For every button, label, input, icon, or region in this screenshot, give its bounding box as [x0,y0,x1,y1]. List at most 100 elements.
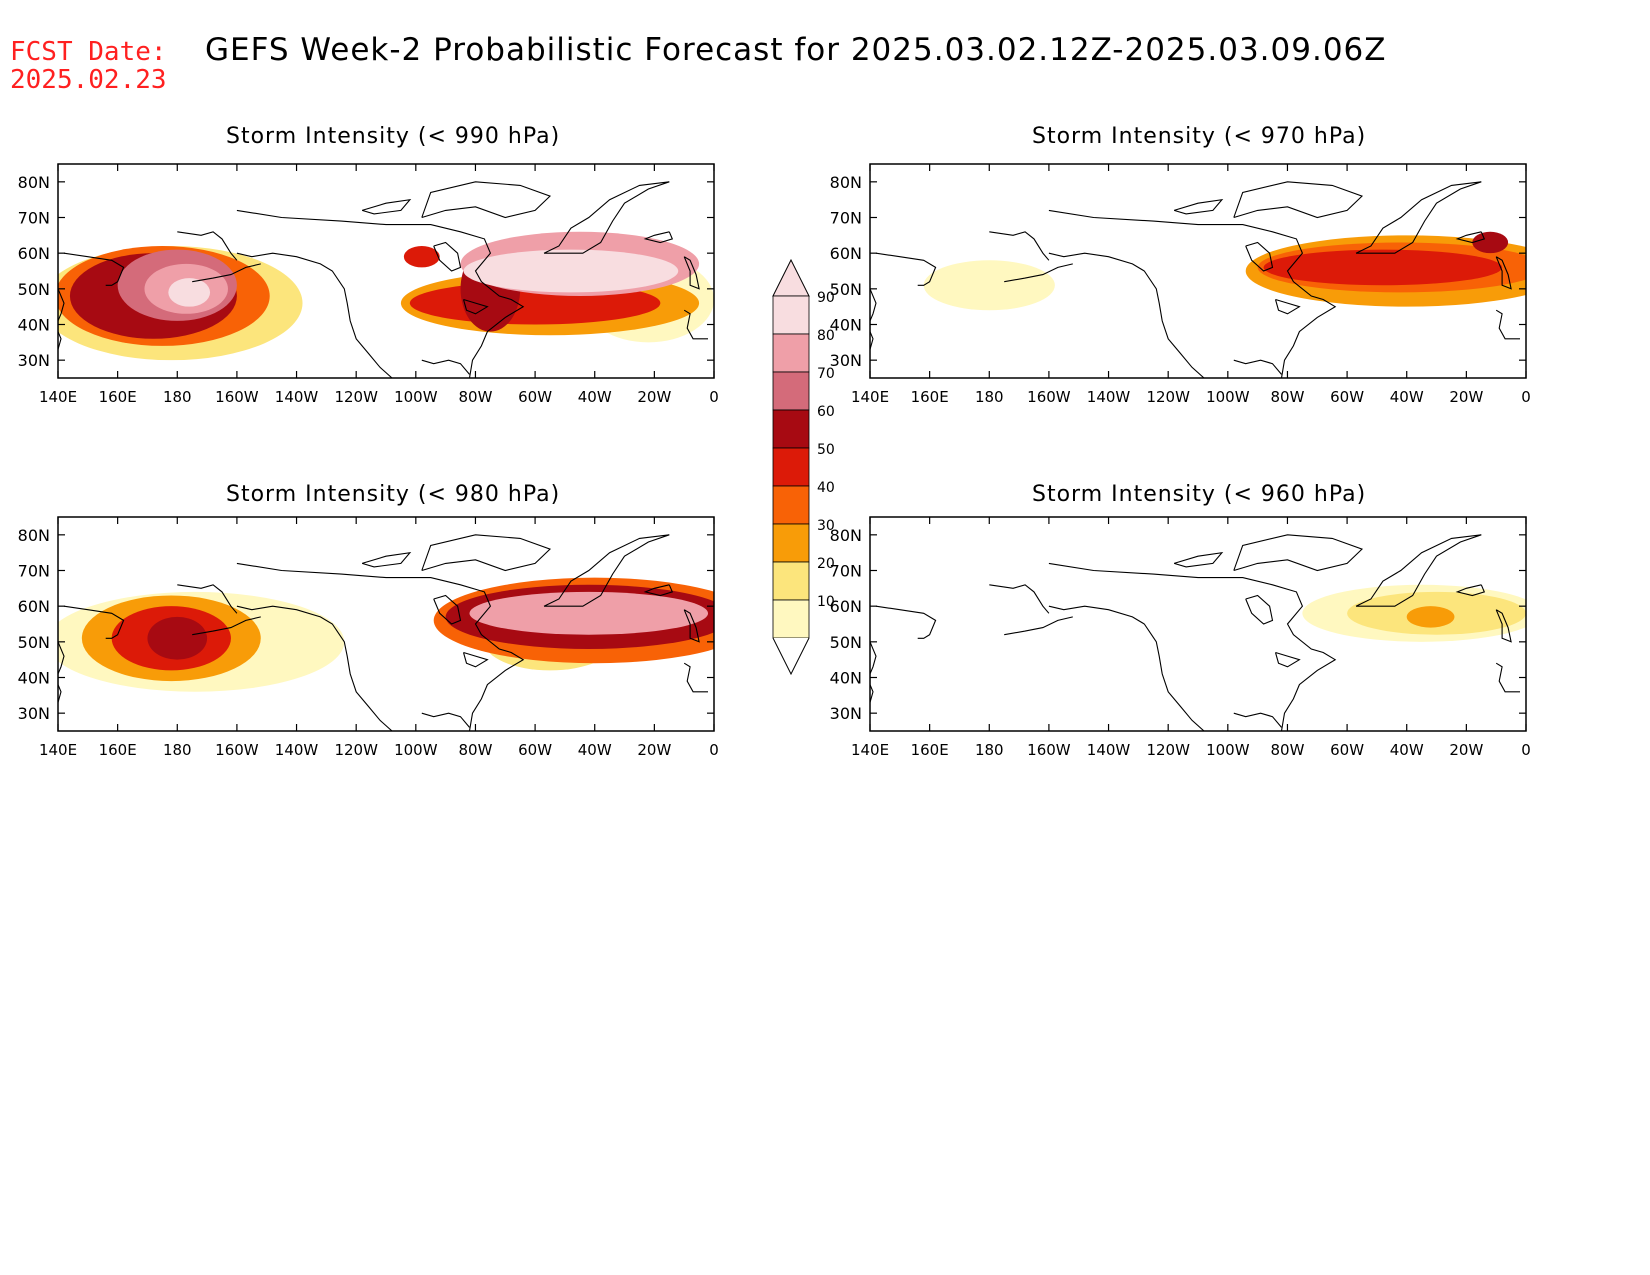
coastline [1173,198,1224,215]
probability-region [168,278,211,307]
lon-label: 120W [334,741,378,759]
lat-label: 70N [830,209,862,228]
lat-label: 60N [830,597,862,616]
coastline [58,641,65,703]
coastline [361,551,412,568]
coastline [683,609,700,643]
coastline [1004,616,1073,636]
lon-label: 160W [215,741,259,759]
colorbar-level-label: 20 [817,556,835,572]
lon-label: 140E [39,388,77,406]
colorbar-swatch [772,333,810,373]
coastline [1355,181,1482,254]
coastline [870,641,877,703]
coastline [421,712,470,728]
lon-label: 180 [163,388,192,406]
lon-label: 20W [1449,741,1483,759]
forecast-date-label: FCST Date: [10,37,167,67]
lon-label: 160E [99,388,137,406]
lon-label: 40W [578,388,612,406]
lon-label: 100W [394,741,438,759]
forecast-date-value: 2025.02.23 [10,65,167,95]
coastline [543,534,670,607]
colorbar-swatch [772,599,810,639]
coastline [683,309,708,340]
coastline [643,584,674,597]
probability-region [1263,249,1503,286]
lon-label: 80W [1270,388,1304,406]
coastline [1274,298,1301,315]
colorbar-swatch [772,561,810,601]
probability-region [469,591,709,635]
probability-region [403,246,440,268]
coastline [1233,534,1364,572]
panel-title-970: Storm Intensity (< 970 hPa) [1032,124,1367,149]
lat-label: 60N [18,597,50,616]
lon-label: 120W [1146,388,1190,406]
lon-label: 180 [975,741,1004,759]
lat-label: 80N [830,173,862,192]
lon-label: 80W [458,741,492,759]
coastline [236,562,525,731]
colorbar-level-label: 50 [817,442,835,458]
coastline [643,231,674,244]
colorbar-swatch [772,295,810,335]
lon-label: 140W [1087,741,1131,759]
map-frame [869,163,1527,379]
lon-label: 160E [911,741,949,759]
coastline [433,594,462,625]
coastline [870,288,877,350]
colorbar: 90 80 70 60 50 40 30 20 10 [772,258,835,676]
coastline [1355,534,1482,607]
colorbar-level-label: 60 [817,404,835,420]
coastline [1245,241,1274,272]
colorbar-swatch [772,371,810,411]
lon-label: 140E [39,741,77,759]
map-panel-3: 80N 70N 60N 50N 40N 30N 140E 160E 180 160W 140W 120… [830,516,1531,759]
map-frame [869,516,1527,732]
colorbar-swatch [772,258,810,297]
lat-label: 40N [18,669,50,688]
lon-label: 160W [1027,741,1071,759]
lon-label: 0 [1521,741,1531,759]
lat-label: 40N [18,316,50,335]
probability-region [463,249,679,293]
lon-label: 60W [1330,741,1364,759]
lon-label: 40W [1390,388,1424,406]
lat-label: 40N [830,316,862,335]
lon-label: 0 [709,741,719,759]
lat-label: 30N [18,704,50,723]
colorbar-level-label: 70 [817,366,835,382]
lon-label: 140W [275,741,319,759]
colorbar-level-label: 90 [817,290,835,306]
lon-label: 160W [215,388,259,406]
lon-label: 20W [637,741,671,759]
coastline [989,584,1050,614]
panel-title-990: Storm Intensity (< 990 hPa) [226,124,561,149]
lat-label: 60N [830,244,862,263]
coastline [989,231,1050,261]
page-title: GEFS Week-2 Probabilistic Forecast for 2… [205,32,1387,68]
lon-label: 80W [458,388,492,406]
coastline [58,288,65,350]
lon-label: 100W [1206,741,1250,759]
coastline [1233,712,1282,728]
lon-label: 40W [1390,741,1424,759]
colorbar-swatch [772,409,810,449]
lon-label: 20W [1449,388,1483,406]
lat-label: 30N [18,351,50,370]
map-panel-0: 80N 70N 60N 50N 40N 30N 140E 160E 180 160W 140W 120… [18,163,719,406]
coastline [63,252,125,286]
coastline [543,181,670,254]
lon-label: 140E [851,741,889,759]
map-frame [57,516,715,732]
lat-label: 50N [18,633,50,652]
lon-label: 140W [1087,388,1131,406]
coastline [192,263,261,283]
lon-label: 140W [275,388,319,406]
lat-label: 40N [830,669,862,688]
lat-label: 70N [18,209,50,228]
coastline [63,605,125,639]
lat-label: 50N [830,280,862,299]
